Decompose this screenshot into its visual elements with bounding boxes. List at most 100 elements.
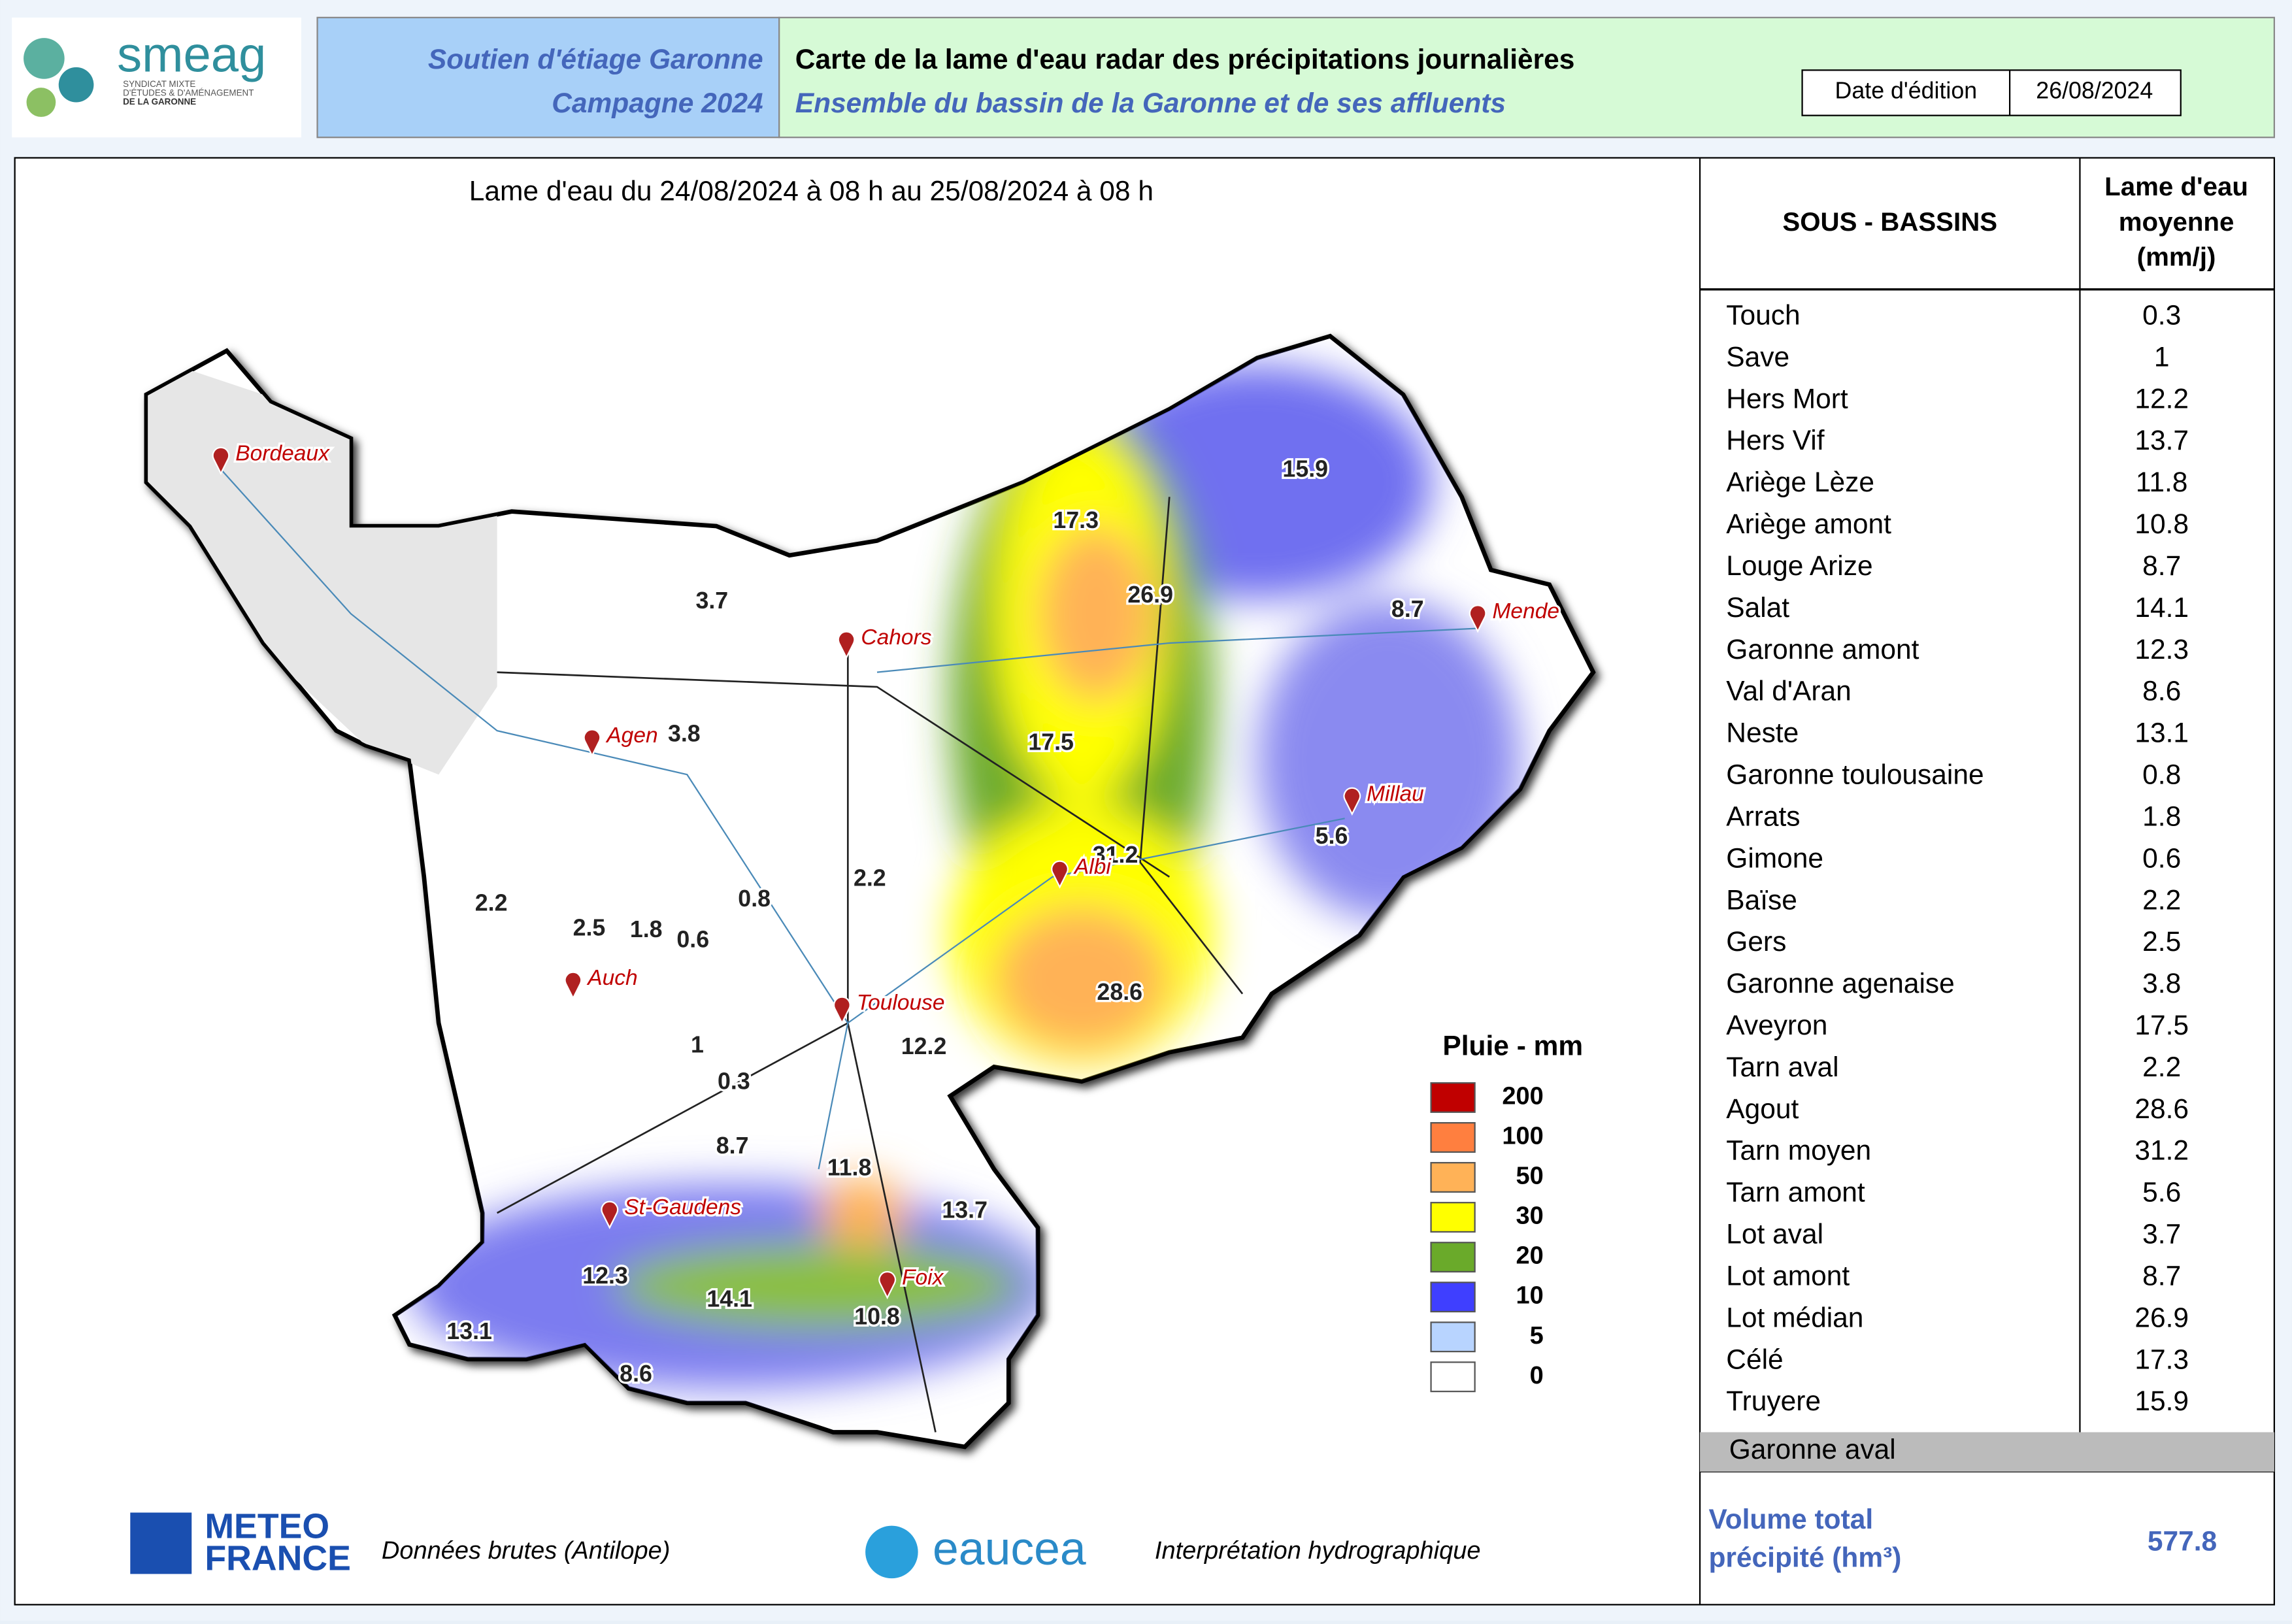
city-marker (212, 446, 230, 476)
map-value: 26.9 (1127, 582, 1173, 608)
city-name: Millau (1367, 782, 1424, 806)
program-box (316, 16, 780, 139)
city-name: Albi (1073, 855, 1112, 879)
map-value: 8.7 (1391, 596, 1424, 622)
map-value: 5.6 (1316, 823, 1348, 849)
row-value: 8.6 (2142, 676, 2181, 707)
meteo-note: Données brutes (Antilope) (382, 1537, 670, 1565)
row-name: Val d'Aran (1726, 676, 1851, 707)
table-header: SOUS - BASSINS (1782, 207, 1997, 237)
row-value: 2.5 (2142, 927, 2181, 957)
rain (993, 906, 1170, 1053)
table-header: moyenne (2119, 207, 2234, 237)
legend-label: 5 (1530, 1322, 1544, 1350)
legend-label: 30 (1516, 1202, 1543, 1230)
eaucea-note: Interprétation hydrographique (1155, 1537, 1481, 1565)
logo-icon (58, 67, 94, 103)
row-value: 13.1 (2134, 718, 2189, 749)
legend-swatch (1430, 1242, 1476, 1273)
legend-label: 10 (1516, 1282, 1543, 1310)
row-name: Lot aval (1726, 1219, 1823, 1250)
row-value: 3.8 (2142, 969, 2181, 999)
map-value: 31.2 (1093, 842, 1138, 868)
rain (1257, 599, 1520, 921)
date-label: Date d'édition (1835, 77, 1978, 103)
row-name: Lot amont (1726, 1261, 1850, 1291)
city-marker (878, 1270, 897, 1300)
row-value: 0.6 (2142, 843, 2181, 874)
total-label: précipité (hm³) (1708, 1542, 1901, 1573)
map-value: 0.8 (738, 886, 771, 912)
row-name: Truyere (1726, 1386, 1821, 1417)
map-value: 12.2 (901, 1033, 947, 1059)
city-name: Bordeaux (235, 441, 330, 465)
row-value: 8.7 (2142, 1261, 2181, 1291)
row-value: 28.6 (2134, 1094, 2189, 1125)
legend-swatch (1430, 1282, 1476, 1313)
map-value: 11.8 (827, 1154, 872, 1180)
program: Campagne 2024 (552, 88, 763, 119)
map-value: 13.7 (942, 1197, 988, 1223)
rain (614, 1242, 1023, 1330)
row-value: 8.7 (2142, 551, 2181, 582)
map-value: 2.2 (854, 865, 886, 891)
city-name: Cahors (861, 625, 931, 650)
row-name: Gimone (1726, 843, 1823, 874)
table-header: (mm/j) (2137, 242, 2216, 271)
date: 26/08/2024 (2036, 77, 2153, 103)
eaucea-logo (865, 1525, 918, 1579)
eaucea-name: eaucea (933, 1523, 1086, 1575)
map-value: 0.6 (676, 927, 709, 953)
row-name: Louge Arize (1726, 551, 1872, 582)
city-marker (833, 996, 851, 1025)
row-name: Salat (1726, 593, 1789, 623)
row-value: 26.9 (2134, 1302, 2189, 1333)
map-value: 1 (691, 1032, 704, 1058)
date-box (1801, 69, 2182, 116)
row-name: Aveyron (1726, 1010, 1827, 1041)
row-name: Save (1726, 342, 1789, 373)
legend-label: 100 (1502, 1123, 1543, 1150)
row-value: 5.6 (2142, 1178, 2181, 1208)
row-name: Baïse (1726, 885, 1797, 916)
map-value: 10.8 (854, 1304, 900, 1330)
logo-line: SYNDICAT MIXTE (123, 79, 195, 89)
city-marker (601, 1201, 619, 1229)
row-value: 13.7 (2134, 425, 2189, 456)
city-marker (1469, 605, 1487, 633)
row-value: 10.8 (2134, 509, 2189, 540)
map-title: Lame d'eau du 24/08/2024 à 08 h au 25/08… (469, 176, 1154, 207)
row-value: 17.5 (2134, 1010, 2189, 1041)
row-name: Lot médian (1726, 1302, 1863, 1333)
row-name: Célé (1726, 1344, 1783, 1375)
map-value: 2.2 (475, 890, 508, 916)
total-label: Volume total (1708, 1504, 1873, 1535)
map-value: 3.8 (668, 720, 701, 746)
logo-line: D'ÉTUDES & D'AMÉNAGEMENT (123, 88, 254, 98)
row-name: Garonne amont (1726, 635, 1919, 665)
city-name: Auch (586, 966, 637, 990)
map-value: 17.5 (1028, 729, 1074, 755)
rain (1038, 526, 1155, 702)
map-value: 1.8 (630, 916, 663, 942)
total: 577.8 (2148, 1527, 2217, 1557)
city-name: Foix (902, 1266, 944, 1290)
row-value: 17.3 (2134, 1344, 2189, 1375)
title: Carte de la lame d'eau radar des précipi… (795, 44, 1575, 75)
row-value: 11.8 (2136, 467, 2188, 498)
row-name: Ariège amont (1726, 509, 1891, 540)
row-name: Touch (1726, 300, 1800, 331)
row-name: Hers Mort (1726, 384, 1848, 414)
legend-swatch (1430, 1202, 1476, 1233)
map-value: 12.3 (582, 1263, 628, 1289)
legend-swatch (1430, 1361, 1476, 1393)
row-name: Tarn amont (1726, 1178, 1865, 1208)
map-value: 13.1 (446, 1318, 492, 1344)
legend-swatch (1430, 1121, 1476, 1153)
city-marker (1051, 860, 1069, 889)
row-name: Tarn aval (1726, 1052, 1838, 1083)
city-name: Mende (1492, 599, 1559, 623)
row-value: 12.2 (2134, 384, 2189, 414)
row-name: Garonne agenaise (1726, 969, 1954, 999)
